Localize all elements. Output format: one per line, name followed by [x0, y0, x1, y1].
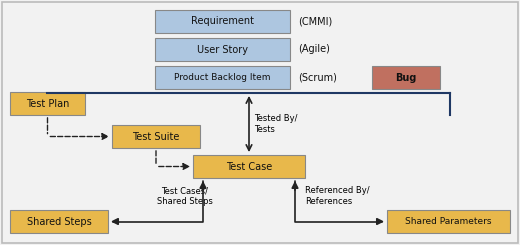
FancyBboxPatch shape — [372, 66, 440, 89]
Text: Test Suite: Test Suite — [132, 132, 180, 142]
FancyBboxPatch shape — [155, 66, 290, 89]
Text: Product Backlog Item: Product Backlog Item — [174, 73, 271, 82]
Text: Shared Steps: Shared Steps — [27, 217, 92, 226]
Text: Requirement: Requirement — [191, 16, 254, 26]
Text: Tested By/
Tests: Tested By/ Tests — [254, 114, 297, 134]
Text: Test Plan: Test Plan — [26, 98, 69, 109]
FancyBboxPatch shape — [155, 10, 290, 33]
Text: Bug: Bug — [395, 73, 417, 83]
Text: Test Cases/
Shared Steps: Test Cases/ Shared Steps — [157, 186, 213, 206]
Text: (CMMI): (CMMI) — [298, 16, 332, 26]
FancyBboxPatch shape — [387, 210, 510, 233]
Text: Test Case: Test Case — [226, 161, 272, 172]
Text: (Agile): (Agile) — [298, 44, 330, 54]
FancyBboxPatch shape — [155, 38, 290, 61]
Text: Referenced By/
References: Referenced By/ References — [305, 186, 370, 206]
FancyBboxPatch shape — [2, 2, 518, 243]
Text: User Story: User Story — [197, 45, 248, 54]
FancyBboxPatch shape — [193, 155, 305, 178]
FancyBboxPatch shape — [10, 92, 85, 115]
FancyBboxPatch shape — [112, 125, 200, 148]
Text: Shared Parameters: Shared Parameters — [405, 217, 492, 226]
FancyBboxPatch shape — [10, 210, 108, 233]
Text: (Scrum): (Scrum) — [298, 72, 337, 82]
